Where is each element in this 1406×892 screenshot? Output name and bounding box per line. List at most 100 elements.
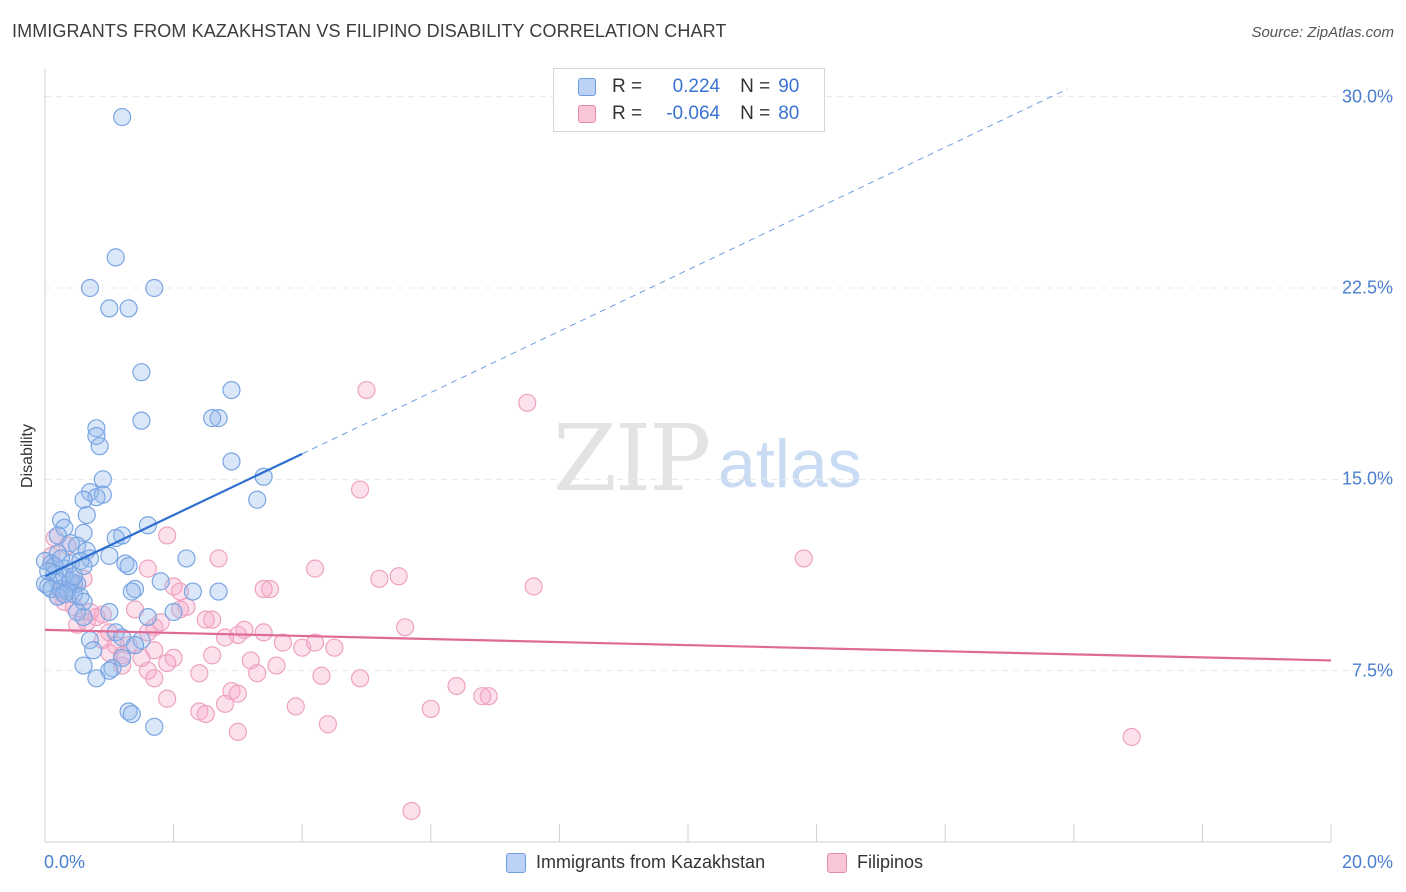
watermark-zip: ZIP	[553, 405, 711, 512]
kazakhstan-point	[203, 409, 222, 428]
kazakhstan-trend-extension	[301, 88, 1068, 455]
kazakhstan-point	[116, 554, 135, 573]
filipinos-point	[145, 669, 164, 688]
filipinos-point	[158, 526, 177, 545]
kazakhstan-point	[84, 641, 103, 660]
kazakhstan-point	[106, 528, 125, 548]
kazakhstan-point	[151, 572, 170, 591]
kazakhstan-point	[106, 248, 125, 267]
r-value: -0.064	[666, 103, 721, 124]
kazakhstan-point	[122, 582, 141, 601]
kazakhstan-point	[80, 278, 100, 298]
filipinos-trend-line	[44, 628, 1332, 662]
filipinos-point	[473, 687, 492, 706]
y-tick-label: 7.5%	[1351, 660, 1393, 681]
kazakhstan-point	[74, 490, 93, 509]
kazakhstan-point	[209, 409, 228, 428]
kazakhstan-point	[103, 659, 122, 678]
filipinos-point	[215, 628, 235, 647]
filipinos-point	[402, 801, 421, 821]
filipinos-point	[248, 664, 267, 683]
kazakhstan-point	[87, 419, 106, 438]
kazakhstan-point	[51, 549, 71, 568]
r-value: 0.224	[672, 76, 721, 97]
kazakhstan-point	[125, 636, 145, 655]
filipinos-point	[325, 638, 344, 657]
kazakhstan-point	[138, 607, 157, 627]
legend-label: Immigrants from Kazakhstan	[536, 852, 766, 872]
y-tick-label: 30.0%	[1341, 86, 1393, 107]
filipinos-point	[357, 380, 376, 400]
kazakhstan-point	[87, 426, 106, 446]
x-tick-label-max: 20.0%	[1341, 852, 1393, 872]
filipinos-point	[312, 666, 331, 685]
filipinos-point	[305, 559, 325, 578]
kazakhstan-point	[222, 380, 241, 400]
kazakhstan-point	[177, 549, 196, 568]
filipinos-point	[267, 656, 286, 675]
pink-swatch-icon	[578, 105, 596, 123]
n-label: N =	[740, 76, 771, 97]
kazakhstan-point	[119, 556, 138, 576]
filipinos-point	[158, 689, 177, 708]
legend-label: Filipinos	[857, 852, 924, 872]
watermark-atlas: atlas	[718, 426, 862, 502]
filipinos-point	[196, 704, 215, 724]
kazakhstan-point	[119, 702, 138, 721]
pink-swatch-icon	[827, 852, 847, 873]
kazakhstan-point	[248, 490, 267, 509]
y-tick-label: 22.5%	[1341, 277, 1393, 298]
x-tick-label-min: 0.0%	[44, 852, 86, 872]
filipinos-point	[203, 646, 222, 665]
bottom-legend-kazakhstan[interactable]: Immigrants from Kazakhstan	[506, 852, 765, 873]
kazakhstan-point	[90, 437, 109, 456]
kazakhstan-point	[74, 592, 93, 611]
kazakhstan-point	[113, 107, 132, 127]
filipinos-point	[524, 577, 543, 596]
n-value: 80	[778, 103, 800, 124]
filipinos-point	[305, 633, 325, 652]
filipinos-point	[196, 610, 215, 629]
filipinos-point	[447, 676, 466, 696]
chart-title: IMMIGRANTS FROM KAZAKHSTAN VS FILIPINO D…	[12, 21, 727, 41]
kazakhstan-point	[145, 717, 164, 736]
y-tick-label: 15.0%	[1341, 468, 1393, 489]
kazakhstan-point	[183, 582, 202, 601]
kazakhstan-point	[125, 579, 145, 599]
kazakhstan-point	[55, 585, 74, 604]
blue-swatch-icon	[506, 852, 526, 873]
filipinos-point	[254, 623, 273, 642]
filipinos-point	[421, 699, 440, 719]
filipinos-point	[479, 687, 498, 706]
kazakhstan-point	[74, 607, 93, 627]
correlation-legend: R = 0.224 N = 90 R = -0.064 N = 80	[553, 68, 825, 132]
filipinos-point	[273, 633, 293, 652]
y-axis-label: Disability	[19, 423, 36, 489]
bottom-legend-filipinos[interactable]: Filipinos	[827, 852, 923, 873]
filipinos-point	[170, 582, 190, 601]
n-label: N =	[740, 103, 771, 124]
kazakhstan-point	[122, 704, 141, 724]
kazakhstan-point	[100, 546, 119, 565]
kazakhstan-point	[132, 363, 151, 382]
kazakhstan-point	[132, 411, 151, 430]
filipinos-point	[794, 549, 813, 568]
kazakhstan-point	[68, 536, 87, 555]
kazakhstan-point	[254, 467, 273, 486]
kazakhstan-point	[100, 602, 119, 622]
filipinos-point	[138, 559, 157, 578]
kazakhstan-point	[93, 470, 112, 489]
kazakhstan-point	[164, 602, 183, 622]
r-label: R =	[612, 103, 643, 124]
filipinos-point	[1122, 727, 1141, 747]
filipinos-point	[215, 694, 235, 713]
kazakhstan-point	[74, 656, 93, 675]
kazakhstan-point	[77, 505, 96, 525]
filipinos-point	[350, 669, 370, 688]
filipinos-point	[190, 664, 209, 683]
filipinos-point	[286, 697, 305, 716]
source-label: Source: ZipAtlas.com	[1251, 24, 1394, 41]
filipinos-point	[318, 715, 338, 734]
filipinos-point	[228, 684, 247, 703]
